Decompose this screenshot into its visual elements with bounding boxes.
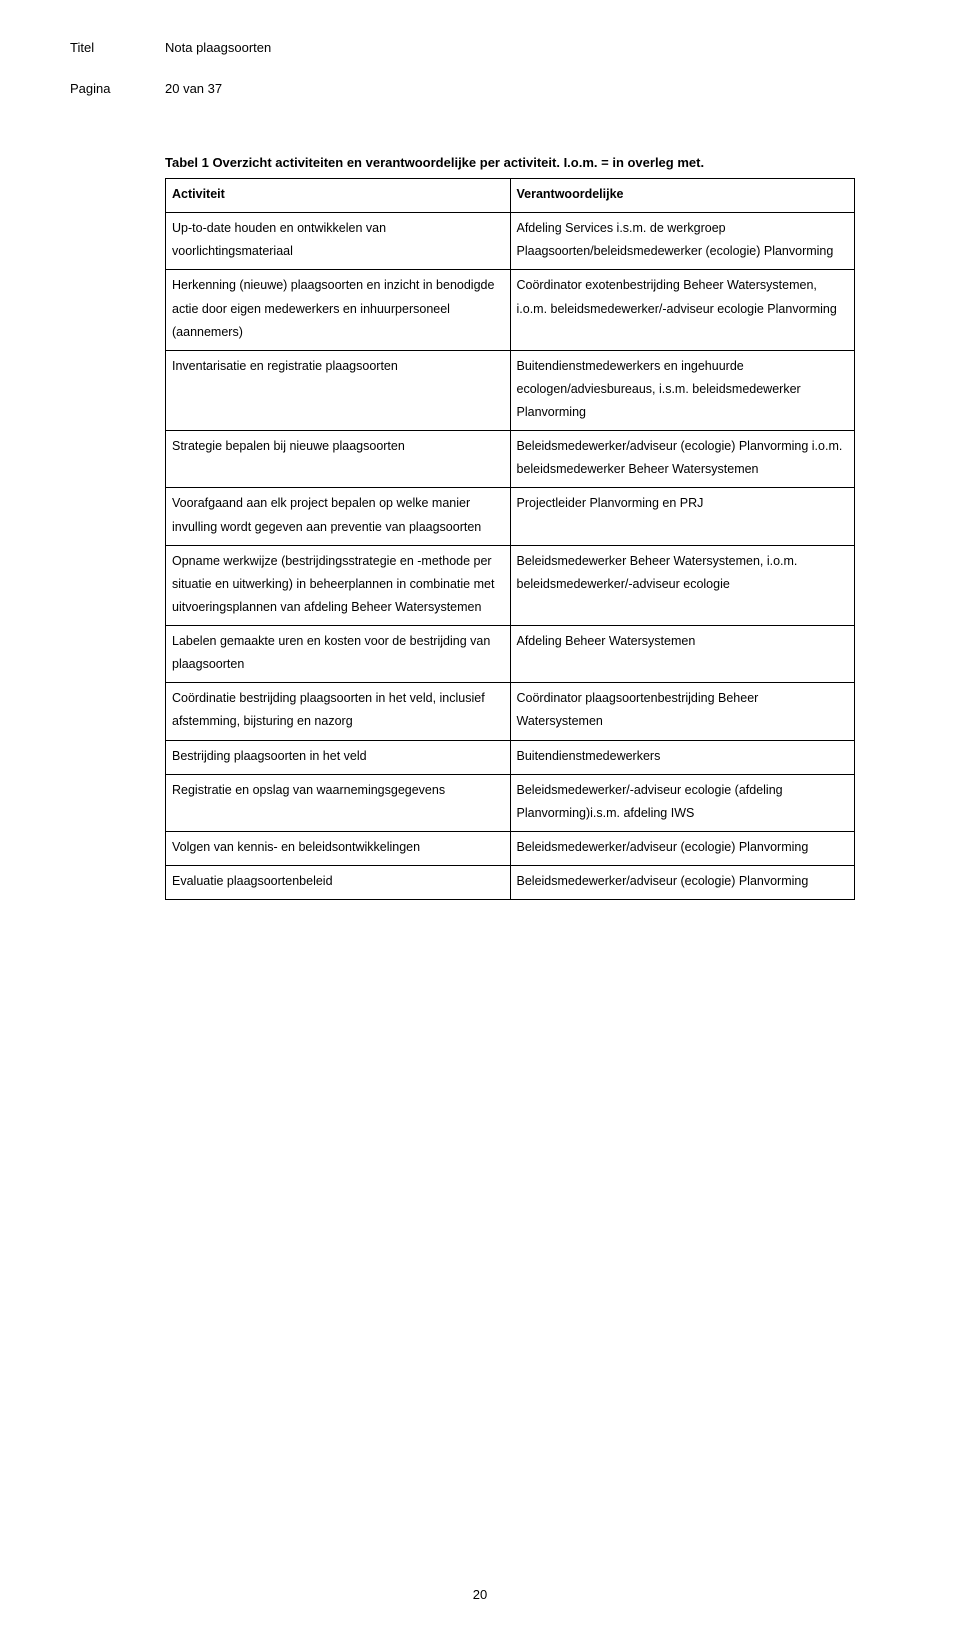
activities-table: Activiteit Verantwoordelijke Up-to-date …: [165, 178, 855, 900]
titel-value: Nota plaagsoorten: [165, 40, 271, 55]
cell-verantwoordelijke: Coördinator exotenbestrijding Beheer Wat…: [510, 270, 855, 350]
cell-activiteit: Voorafgaand aan elk project bepalen op w…: [166, 488, 511, 545]
table-row: Voorafgaand aan elk project bepalen op w…: [166, 488, 855, 545]
cell-verantwoordelijke: Projectleider Planvorming en PRJ: [510, 488, 855, 545]
cell-activiteit: Strategie bepalen bij nieuwe plaagsoorte…: [166, 431, 511, 488]
cell-verantwoordelijke: Beleidsmedewerker/adviseur (ecologie) Pl…: [510, 431, 855, 488]
cell-verantwoordelijke: Beleidsmedewerker/-adviseur ecologie (af…: [510, 774, 855, 831]
cell-verantwoordelijke: Afdeling Services i.s.m. de werkgroep Pl…: [510, 213, 855, 270]
cell-verantwoordelijke: Afdeling Beheer Watersystemen: [510, 626, 855, 683]
table-row: Herkenning (nieuwe) plaagsoorten en inzi…: [166, 270, 855, 350]
cell-verantwoordelijke: Beleidsmedewerker Beheer Watersystemen, …: [510, 545, 855, 625]
cell-verantwoordelijke: Coördinator plaagsoortenbestrijding Behe…: [510, 683, 855, 740]
cell-verantwoordelijke: Buitendienstmedewerkers en ingehuurde ec…: [510, 350, 855, 430]
pagina-label: Pagina: [70, 81, 165, 96]
pagina-value: 20 van 37: [165, 81, 222, 96]
table-row: Registratie en opslag van waarnemingsgeg…: [166, 774, 855, 831]
cell-activiteit: Up-to-date houden en ontwikkelen van voo…: [166, 213, 511, 270]
cell-activiteit: Bestrijding plaagsoorten in het veld: [166, 740, 511, 774]
table-header-row: Activiteit Verantwoordelijke: [166, 179, 855, 213]
header-titel-row: Titel Nota plaagsoorten: [70, 40, 870, 55]
header-pagina-row: Pagina 20 van 37: [70, 81, 870, 96]
cell-activiteit: Volgen van kennis- en beleidsontwikkelin…: [166, 831, 511, 865]
table-row: Evaluatie plaagsoortenbeleid Beleidsmede…: [166, 866, 855, 900]
table-row: Bestrijding plaagsoorten in het veld Bui…: [166, 740, 855, 774]
table-row: Strategie bepalen bij nieuwe plaagsoorte…: [166, 431, 855, 488]
cell-verantwoordelijke: Beleidsmedewerker/adviseur (ecologie) Pl…: [510, 866, 855, 900]
cell-verantwoordelijke: Beleidsmedewerker/adviseur (ecologie) Pl…: [510, 831, 855, 865]
titel-label: Titel: [70, 40, 165, 55]
table-row: Opname werkwijze (bestrijdingsstrategie …: [166, 545, 855, 625]
table-row: Volgen van kennis- en beleidsontwikkelin…: [166, 831, 855, 865]
table-row: Up-to-date houden en ontwikkelen van voo…: [166, 213, 855, 270]
cell-activiteit: Evaluatie plaagsoortenbeleid: [166, 866, 511, 900]
cell-verantwoordelijke: Buitendienstmedewerkers: [510, 740, 855, 774]
col-header-verantwoordelijke: Verantwoordelijke: [510, 179, 855, 213]
cell-activiteit: Coördinatie bestrijding plaagsoorten in …: [166, 683, 511, 740]
cell-activiteit: Opname werkwijze (bestrijdingsstrategie …: [166, 545, 511, 625]
table-row: Inventarisatie en registratie plaagsoort…: [166, 350, 855, 430]
cell-activiteit: Herkenning (nieuwe) plaagsoorten en inzi…: [166, 270, 511, 350]
cell-activiteit: Labelen gemaakte uren en kosten voor de …: [166, 626, 511, 683]
cell-activiteit: Registratie en opslag van waarnemingsgeg…: [166, 774, 511, 831]
page-number: 20: [0, 1587, 960, 1602]
table-row: Labelen gemaakte uren en kosten voor de …: [166, 626, 855, 683]
table-row: Coördinatie bestrijding plaagsoorten in …: [166, 683, 855, 740]
table-caption: Tabel 1 Overzicht activiteiten en verant…: [165, 152, 870, 174]
cell-activiteit: Inventarisatie en registratie plaagsoort…: [166, 350, 511, 430]
document-page: Titel Nota plaagsoorten Pagina 20 van 37…: [0, 0, 960, 1636]
col-header-activiteit: Activiteit: [166, 179, 511, 213]
